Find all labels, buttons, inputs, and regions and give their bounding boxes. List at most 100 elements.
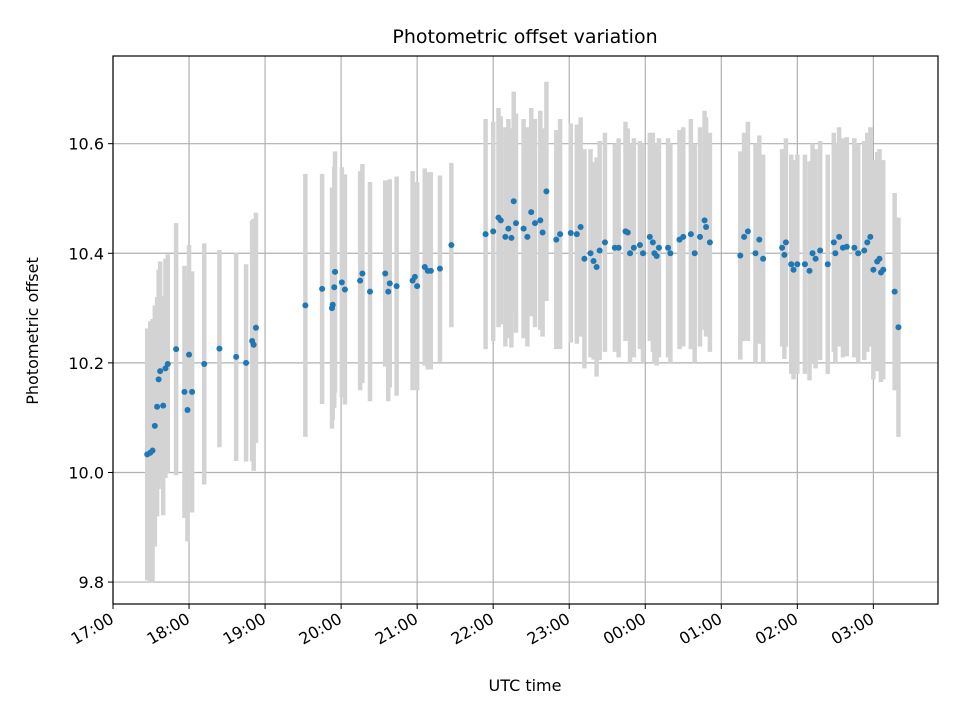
data-point	[830, 239, 837, 246]
data-point	[216, 345, 223, 352]
data-point	[895, 324, 902, 331]
data-point	[173, 346, 180, 353]
data-point	[186, 351, 193, 358]
data-point	[752, 250, 759, 257]
data-point	[636, 242, 643, 249]
data-point	[553, 236, 560, 243]
data-point	[436, 265, 443, 272]
data-point	[812, 255, 819, 262]
data-point	[577, 223, 584, 230]
data-point	[539, 229, 546, 236]
data-point	[809, 250, 816, 257]
y-tick-label: 10.2	[68, 354, 104, 373]
data-point	[510, 198, 517, 205]
data-point	[737, 252, 744, 259]
y-tick-label: 10.0	[68, 463, 104, 482]
data-point	[627, 250, 634, 257]
data-point	[160, 402, 167, 409]
data-point	[646, 233, 653, 240]
data-point	[233, 353, 240, 360]
data-point	[532, 220, 539, 227]
data-point	[359, 270, 366, 277]
data-point	[385, 288, 392, 295]
data-point	[537, 217, 544, 224]
data-point	[832, 250, 839, 257]
data-point	[891, 288, 898, 295]
data-point	[781, 251, 788, 258]
data-point	[697, 233, 704, 240]
data-point	[302, 302, 309, 309]
y-tick-label: 9.8	[79, 573, 104, 592]
data-point	[414, 283, 421, 290]
data-point	[788, 261, 795, 268]
data-point	[639, 250, 646, 257]
data-point	[512, 220, 519, 227]
data-point	[482, 231, 489, 238]
data-point	[867, 233, 874, 240]
data-point	[843, 243, 850, 250]
data-point	[329, 301, 336, 308]
data-point	[411, 273, 418, 280]
data-point	[779, 244, 786, 251]
data-point	[157, 368, 164, 375]
plot-frame	[112, 55, 939, 605]
data-point	[851, 244, 858, 251]
data-points	[144, 188, 902, 458]
data-point	[528, 209, 535, 216]
data-point	[490, 228, 497, 235]
data-point	[836, 233, 843, 240]
data-point	[806, 267, 813, 274]
x-axis-label: UTC time	[489, 676, 562, 695]
data-point	[184, 407, 191, 414]
data-point	[497, 217, 504, 224]
data-point	[593, 263, 600, 270]
data-point	[386, 280, 393, 287]
data-point	[665, 244, 672, 251]
data-point	[331, 284, 338, 291]
data-point	[876, 255, 883, 262]
data-point	[794, 261, 801, 268]
data-point	[581, 255, 588, 262]
data-point	[250, 341, 257, 348]
data-point	[505, 225, 512, 232]
data-point	[701, 217, 708, 224]
data-point	[601, 239, 608, 246]
data-point	[667, 250, 674, 257]
data-point	[630, 244, 637, 251]
data-point	[155, 376, 162, 383]
data-point	[653, 253, 660, 260]
chart-title: Photometric offset variation	[392, 26, 657, 48]
data-point	[332, 268, 339, 275]
data-point	[149, 447, 156, 454]
data-point	[824, 261, 831, 268]
data-point	[680, 233, 687, 240]
data-point	[357, 277, 364, 284]
data-point	[319, 285, 326, 292]
data-point	[649, 239, 656, 246]
data-point	[596, 247, 603, 254]
y-axis-ticks: 9.8 10.0 10.2 10.4 10.6	[68, 135, 113, 592]
data-point	[817, 247, 824, 254]
data-point	[151, 422, 158, 429]
y-axis-label: Photometric offset	[23, 257, 42, 405]
data-point	[508, 234, 515, 241]
data-point	[615, 244, 622, 251]
data-point	[760, 255, 767, 262]
data-point	[744, 228, 751, 235]
data-point	[870, 266, 877, 273]
data-point	[427, 267, 434, 274]
data-point	[703, 223, 710, 230]
data-point	[624, 229, 631, 236]
data-point	[855, 250, 862, 257]
data-point	[573, 231, 580, 238]
data-point	[880, 266, 887, 273]
data-point	[861, 247, 868, 254]
y-tick-label: 10.6	[68, 135, 104, 154]
y-tick-label: 10.4	[68, 244, 104, 263]
data-point	[341, 286, 348, 293]
data-point	[756, 236, 763, 243]
data-point	[567, 230, 574, 237]
data-point	[181, 388, 188, 395]
data-point	[382, 270, 389, 277]
